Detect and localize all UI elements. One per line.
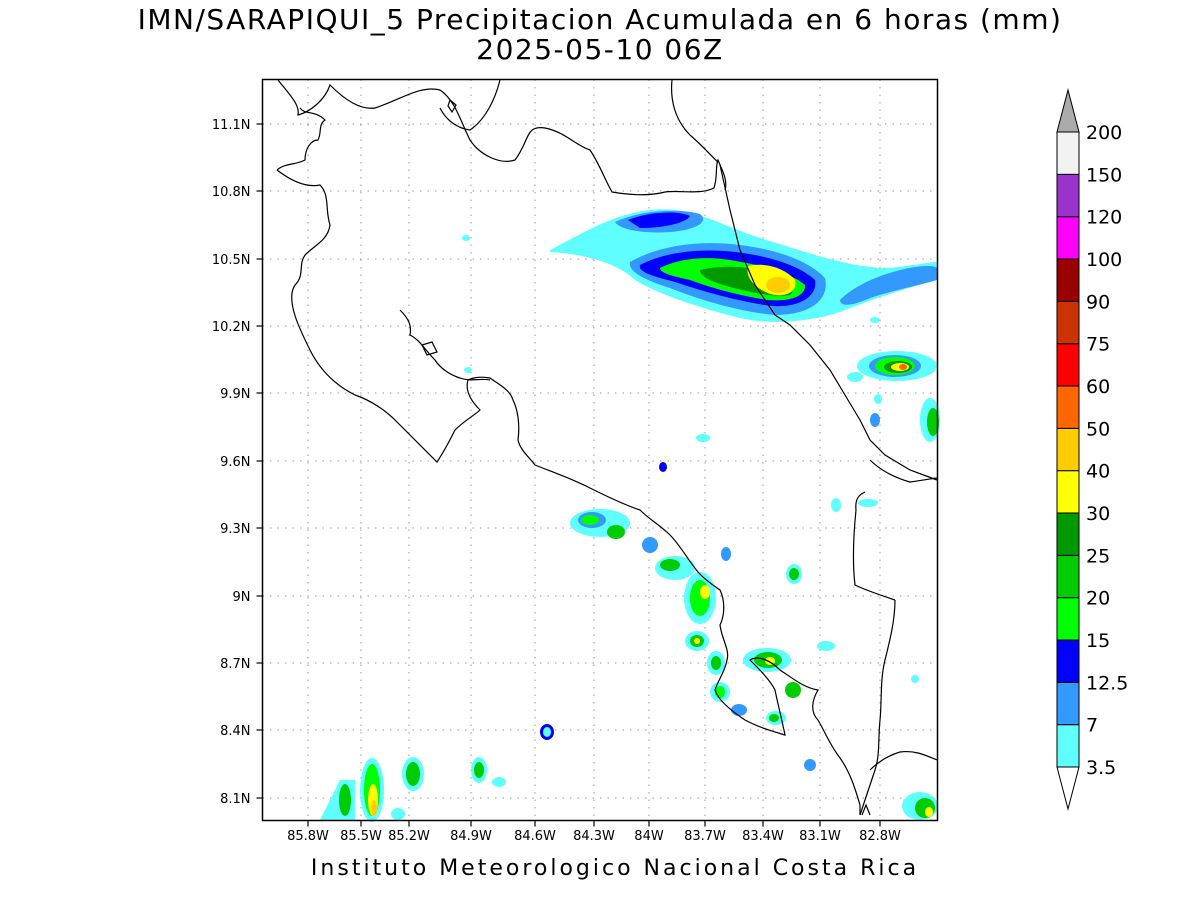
colorbar-label: 50 (1086, 418, 1110, 440)
colorbar-band (1056, 385, 1080, 429)
colorbar-band (1056, 639, 1080, 683)
colorbar-band (1056, 343, 1080, 387)
x-axis-ticks: 85.8W 85.5W 85.2W 84.9W 84.6W 84.3W 84W 83.7W 83… (287, 820, 901, 844)
x-tick-label: 84.3W (573, 829, 615, 844)
precipitation-field (320, 209, 940, 822)
y-tick-label: 10.8N (212, 185, 251, 200)
y-tick-label: 9.6N (220, 455, 250, 470)
map-date: 2025-05-10 06Z (476, 33, 724, 66)
x-tick-label: 82.8W (859, 829, 901, 844)
colorbar-band (1056, 173, 1080, 218)
colorbar-band (1056, 554, 1080, 599)
colorbar-lower-arrow (1056, 766, 1080, 811)
colorbar-label: 120 (1086, 207, 1122, 229)
x-tick-label: 84W (634, 829, 664, 844)
colorbar-band (1056, 724, 1080, 768)
y-tick-label: 9.9N (220, 387, 250, 402)
colorbar-band (1056, 216, 1080, 260)
colorbar-band (1056, 681, 1080, 726)
colorbar-label: 25 (1086, 545, 1110, 567)
colorbar-label: 75 (1086, 334, 1110, 356)
colorbar-label: 60 (1086, 376, 1110, 398)
x-tick-label: 85.8W (287, 829, 329, 844)
map-grid (262, 79, 938, 821)
coastlines (276, 79, 938, 816)
map-frame (261, 78, 939, 822)
y-axis-ticks: 11.1N 10.8N 10.5N 10.2N 9.9N 9.6N 9.3N 9N 8.7N 8.… (212, 118, 263, 807)
colorbar-label: 40 (1086, 461, 1110, 483)
colorbar-label: 30 (1086, 503, 1110, 525)
rain-cells (462, 235, 938, 820)
colorbar-band (1056, 427, 1080, 472)
colorbar-label: 7 (1086, 715, 1098, 737)
y-tick-label: 11.1N (212, 118, 251, 133)
y-tick-label: 8.7N (220, 657, 250, 672)
x-tick-label: 85.5W (340, 829, 382, 844)
x-tick-label: 83.4W (742, 829, 784, 844)
colorbar-band (1056, 597, 1080, 641)
colorbar-label: 20 (1086, 588, 1110, 610)
rain-core (766, 277, 790, 293)
colorbar-upper-arrow (1056, 88, 1080, 133)
colorbar-label: 12.5 (1086, 672, 1128, 694)
colorbar-band (1056, 512, 1080, 556)
y-tick-label: 9.3N (220, 522, 250, 537)
colorbar-label: 90 (1086, 291, 1110, 313)
colorbar-band (1056, 300, 1080, 345)
x-tick-label: 85.2W (388, 829, 430, 844)
y-tick-label: 10.2N (212, 320, 251, 335)
colorbar-label: 15 (1086, 630, 1110, 652)
x-tick-label: 84.6W (514, 829, 556, 844)
colorbar-band (1056, 470, 1080, 514)
map-title: IMN/SARAPIQUI_5 Precipitacion Acumulada … (137, 3, 1063, 36)
colorbar-band (1056, 258, 1080, 302)
colorbar-band (1056, 131, 1080, 175)
footer-credit: Instituto Meteorologico Nacional Costa R… (310, 856, 920, 881)
x-tick-label: 83.1W (799, 829, 841, 844)
rain-area (927, 408, 939, 436)
y-tick-label: 8.4N (220, 724, 250, 739)
colorbar-label: 100 (1086, 249, 1122, 271)
rain-cells (320, 757, 506, 822)
colorbar: 3.5 7 12.5 15 20 25 30 40 50 60 75 90 100 120 150 200 (1056, 88, 1128, 811)
colorbar-label: 3.5 (1086, 757, 1116, 779)
x-tick-label: 83.7W (684, 829, 726, 844)
rain-area (847, 372, 863, 382)
y-tick-label: 9N (233, 590, 251, 605)
y-tick-label: 10.5N (212, 253, 251, 268)
y-tick-label: 8.1N (220, 792, 250, 807)
colorbar-label: 200 (1086, 122, 1122, 144)
x-tick-label: 84.9W (450, 829, 492, 844)
colorbar-label: 150 (1086, 164, 1122, 186)
rain-core (899, 364, 907, 370)
